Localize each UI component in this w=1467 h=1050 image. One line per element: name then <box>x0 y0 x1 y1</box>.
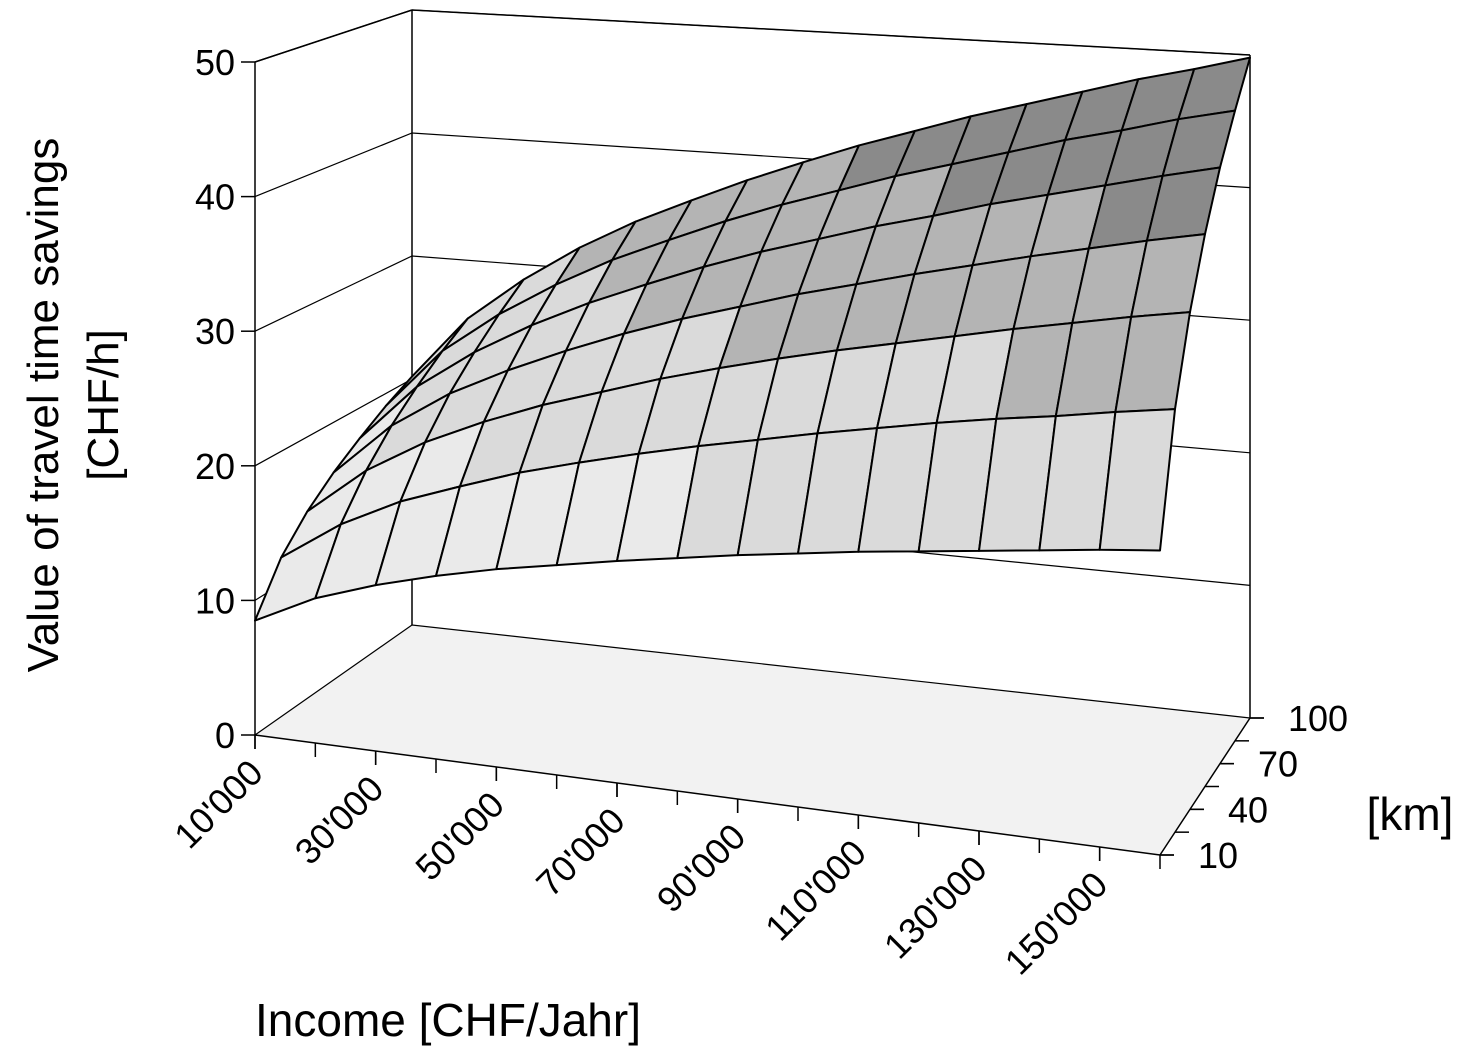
y-tick-label: 70 <box>1258 744 1298 785</box>
floor <box>255 625 1250 855</box>
z-tick-label: 0 <box>215 715 235 756</box>
x-tick-label: 130'000 <box>876 848 995 967</box>
x-tick-label: 90'000 <box>649 816 754 921</box>
x-tick-label: 50'000 <box>407 784 512 889</box>
surface-cell <box>1177 56 1251 121</box>
x-tick-label: 30'000 <box>287 768 392 873</box>
grid-line <box>254 624 1251 736</box>
y-tick-label: 100 <box>1288 698 1348 739</box>
y-axis-title: [km] <box>1367 788 1454 840</box>
x-tick-label: 10'000 <box>166 752 271 857</box>
y-tick-label: 10 <box>1198 835 1238 876</box>
z-tick-label: 10 <box>195 580 235 621</box>
x-axis <box>254 734 1161 856</box>
x-axis-title: Income [CHF/Jahr] <box>255 994 641 1046</box>
z-tick-label: 30 <box>195 311 235 352</box>
surface-cell <box>1098 408 1176 552</box>
y-tick-label: 40 <box>1228 789 1268 830</box>
x-tick-label: 70'000 <box>528 800 633 905</box>
z-axis-title: Value of travel time savings <box>19 138 68 673</box>
x-tick-label: 150'000 <box>997 864 1116 983</box>
z-tick-label: 50 <box>195 42 235 83</box>
z-tick-label: 20 <box>195 446 235 487</box>
z-tick-label: 40 <box>195 177 235 218</box>
x-tick-label: 110'000 <box>757 832 874 949</box>
grid-line <box>254 9 1251 63</box>
z-axis-title: [CHF/h] <box>79 329 128 481</box>
